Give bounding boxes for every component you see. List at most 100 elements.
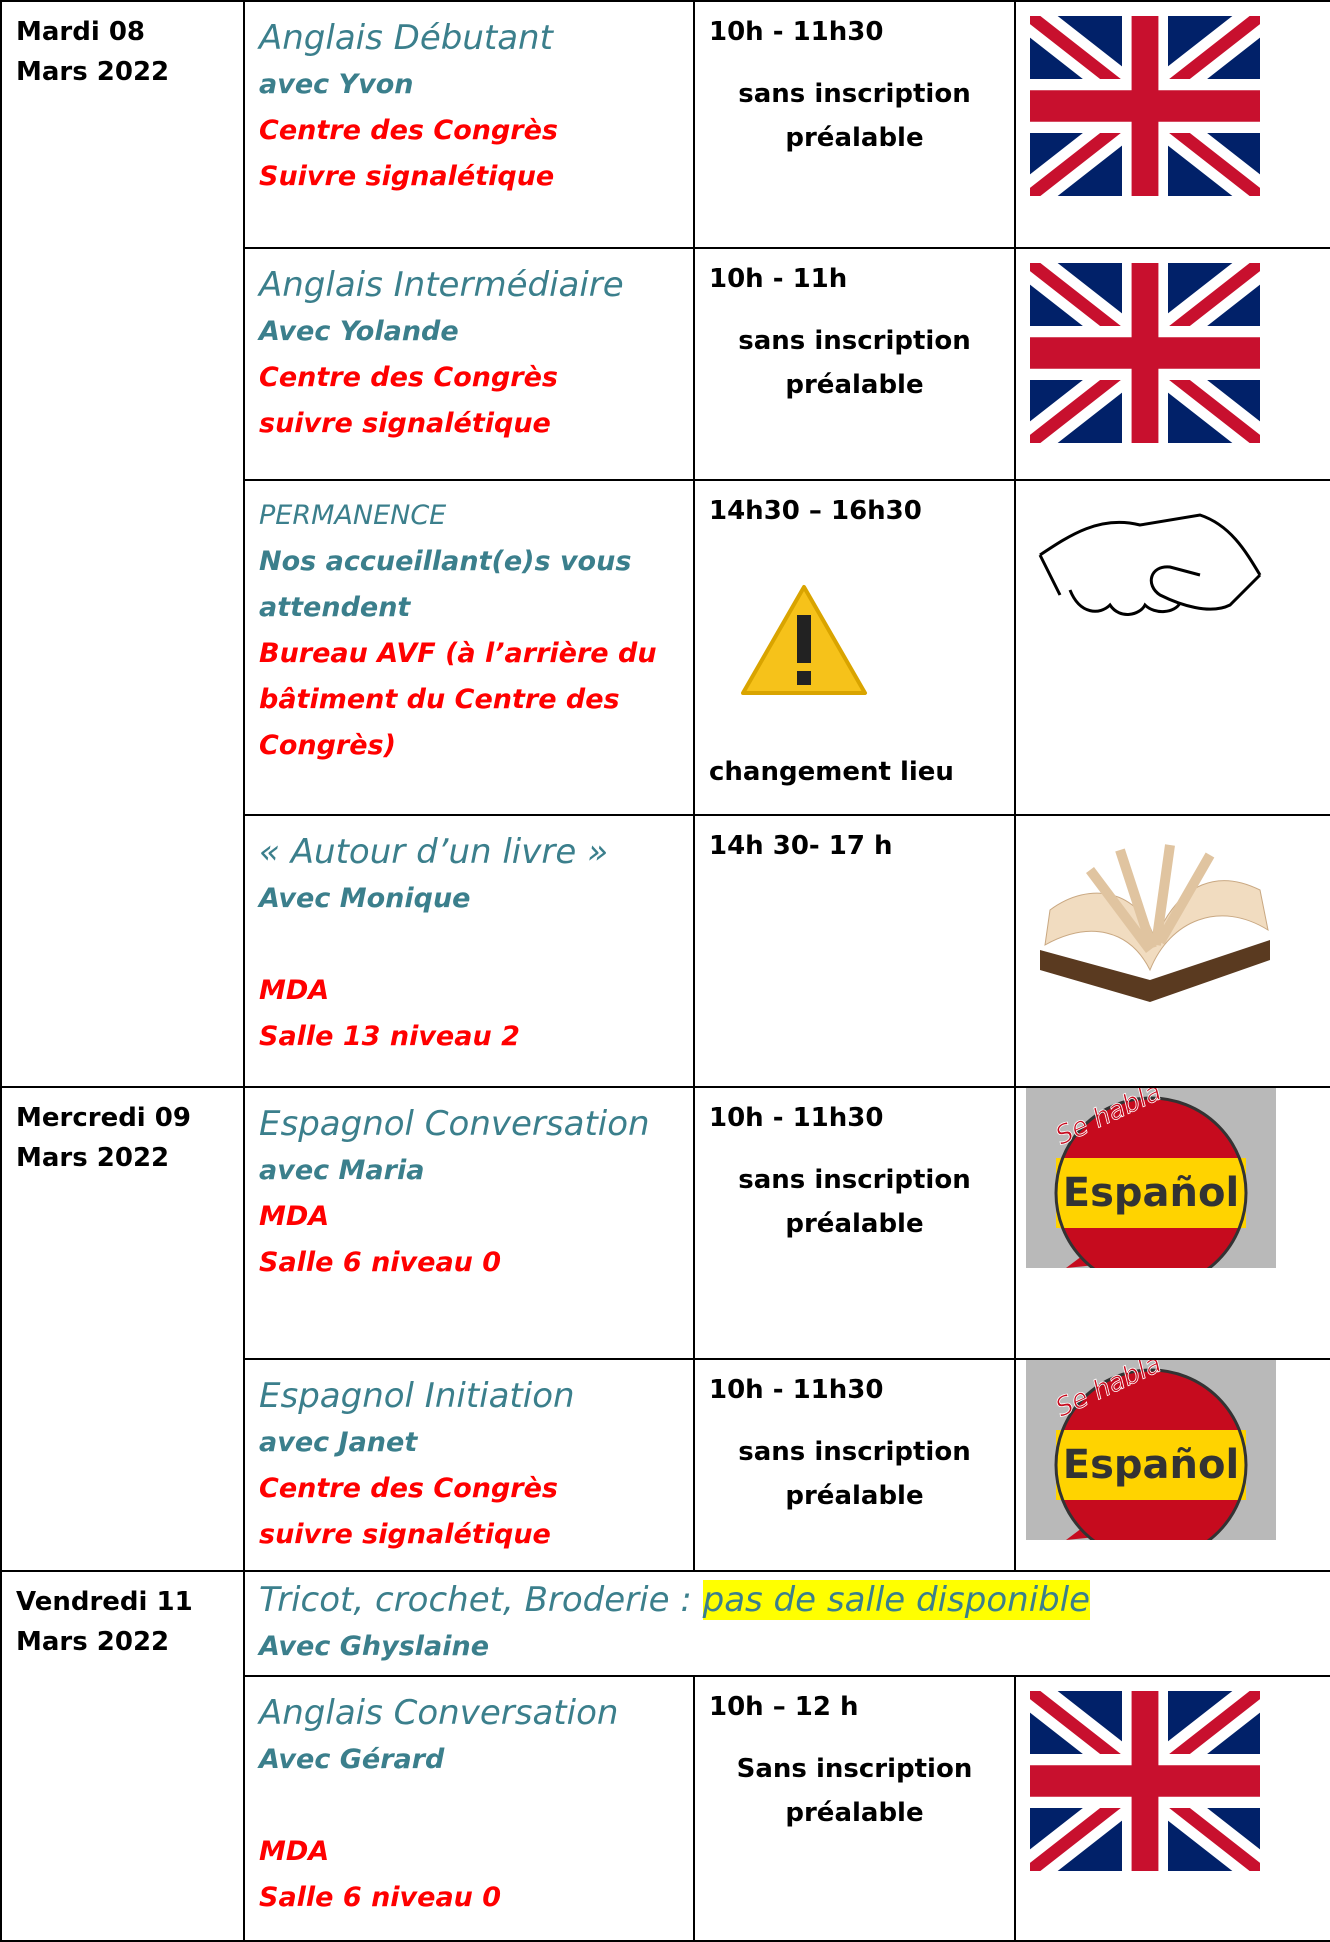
date-line: Mars 2022	[16, 1143, 170, 1173]
table-row: Mercredi 09 Mars 2022 Espagnol Conversatio…	[0, 1086, 1330, 1572]
time-text: 10h - 11h30	[709, 1375, 884, 1405]
time-cell: 14h30 – 16h30 changement lieu	[693, 479, 1016, 816]
note: sans inscription préalable	[709, 1158, 1000, 1246]
location-line: Suivre signalétique	[259, 161, 555, 192]
image-cell	[1014, 247, 1330, 481]
warning-text: changement lieu	[709, 757, 954, 787]
note-line: sans inscription	[738, 326, 971, 356]
activity-title: Espagnol Initiation	[259, 1376, 575, 1416]
spacer	[259, 1783, 679, 1829]
date-cell: Vendredi 11 Mars 2022	[0, 1570, 245, 1942]
activity-title: Anglais Conversation	[259, 1693, 619, 1733]
title-text: Tricot, crochet, Broderie :	[259, 1580, 692, 1620]
image-cell	[1014, 479, 1330, 816]
note-line: sans inscription	[738, 79, 971, 109]
location-line: Bureau AVF (à l’arrière du	[259, 638, 657, 669]
activity-cell: Anglais Conversation Avec Gérard MDA Salle …	[243, 1675, 695, 1942]
image-cell: Se habla Español	[1014, 1086, 1330, 1360]
host-line: avec Janet	[259, 1427, 418, 1458]
activity-cell: Tricot, crochet, Broderie : pas de salle…	[243, 1570, 1330, 1677]
activity-title: Espagnol Conversation	[259, 1104, 650, 1144]
note-line: préalable	[785, 1481, 924, 1511]
location-line: Centre des Congrès	[259, 1473, 559, 1504]
date-line: Mardi 08	[16, 17, 145, 47]
time-text: 10h - 11h30	[709, 17, 884, 47]
note-line: préalable	[785, 123, 924, 153]
date-line: Vendredi 11	[16, 1587, 193, 1617]
location-line: MDA	[259, 1836, 330, 1867]
image	[1021, 1678, 1269, 1886]
activity-title: « Autour d’un livre »	[259, 832, 609, 872]
location-line: Salle 6 niveau 0	[259, 1247, 502, 1278]
time-cell: 14h 30- 17 h	[693, 814, 1016, 1088]
warning-icon	[739, 581, 1000, 713]
date-cell: Mercredi 09 Mars 2022	[0, 1086, 245, 1572]
note: sans inscription préalable	[709, 319, 1000, 407]
host-line: Avec Yolande	[259, 316, 459, 347]
note: sans inscription préalable	[709, 1430, 1000, 1518]
table-row: Anglais Conversation Avec Gérard MDA Salle …	[1, 1675, 1330, 1942]
host-line: Avec Gérard	[259, 1744, 445, 1775]
activity-cell: PERMANENCE Nos accueillant(e)s vous attend…	[243, 479, 695, 816]
activity-cell: Anglais Débutant avec Yvon Centre des Cong…	[243, 0, 695, 249]
host-line: avec Maria	[259, 1155, 425, 1186]
note-line: préalable	[785, 1209, 924, 1239]
badge-main-text: Español	[1063, 1170, 1239, 1216]
date-line: Mars 2022	[16, 57, 170, 87]
note-line: sans inscription	[738, 1165, 971, 1195]
location-line: Centre des Congrès	[259, 115, 559, 146]
location-line: Congrès)	[259, 730, 396, 761]
host-line: Avec Monique	[259, 883, 471, 914]
note-line: Sans inscription	[736, 1754, 973, 1784]
activity-cell: Espagnol Initiation avec Janet Centre des …	[243, 1358, 695, 1572]
location-line: suivre signalétique	[259, 1519, 551, 1550]
image: Se habla Español	[1026, 1089, 1276, 1290]
host-line: Nos accueillant(e)s vous	[259, 546, 632, 577]
time-cell: 10h - 11h30 sans inscription préalable	[693, 0, 1016, 249]
time-cell: 10h - 11h30 sans inscription préalable	[693, 1086, 1016, 1360]
date-line: Mars 2022	[16, 1627, 170, 1657]
image-cell: Se habla Español	[1014, 1358, 1330, 1572]
activity-title: PERMANENCE	[259, 500, 447, 531]
time-text: 10h – 12 h	[709, 1692, 859, 1722]
activity-cell: Anglais Intermédiaire Avec Yolande Centre …	[243, 247, 695, 481]
note: sans inscription préalable	[709, 72, 1000, 160]
note-line: préalable	[785, 370, 924, 400]
activity-title: Anglais Intermédiaire	[259, 265, 624, 305]
image-cell	[1014, 814, 1330, 1088]
time-cell: 10h – 12 h Sans inscription préalable	[693, 1675, 1016, 1942]
image	[1021, 250, 1269, 458]
note-line: préalable	[785, 1798, 924, 1828]
location-line: suivre signalétique	[259, 408, 551, 439]
time-cell: 10h - 11h30 sans inscription préalable	[693, 1358, 1016, 1572]
host-line: attendent	[259, 592, 411, 623]
location-line: Salle 13 niveau 2	[259, 1021, 520, 1052]
table-row: Mardi 08 Mars 2022 Anglais Débutant avec Yv…	[0, 0, 1330, 1088]
image-cell	[1014, 0, 1330, 249]
spacer	[259, 922, 679, 968]
image	[1030, 830, 1280, 1014]
badge-main-text: Español	[1063, 1442, 1239, 1488]
table-row: Anglais Intermédiaire Avec Yolande Centre …	[1, 247, 1330, 481]
highlight-text: pas de salle disponible	[702, 1580, 1091, 1620]
location-line: MDA	[259, 1201, 330, 1232]
image	[1030, 495, 1270, 659]
location-line: Centre des Congrès	[259, 362, 559, 393]
activity-title: Anglais Débutant	[259, 18, 553, 58]
image: Se habla Español	[1026, 1361, 1276, 1562]
location-line: bâtiment du Centre des	[259, 684, 620, 715]
table-row: Espagnol Initiation avec Janet Centre des …	[1, 1358, 1330, 1572]
activity-cell: « Autour d’un livre » Avec Monique MDA Sall…	[243, 814, 695, 1088]
time-cell: 10h - 11h sans inscription préalable	[693, 247, 1016, 481]
image	[1021, 3, 1269, 211]
host-line: Avec Ghyslaine	[259, 1631, 490, 1662]
image-cell	[1014, 1675, 1330, 1942]
date-cell: Mardi 08 Mars 2022	[0, 0, 245, 1088]
note: Sans inscription préalable	[709, 1747, 1000, 1835]
host-line: avec Yvon	[259, 69, 414, 100]
activity-cell: Espagnol Conversation avec Maria MDA Salle …	[243, 1086, 695, 1360]
activity-title: Tricot, crochet, Broderie : pas de salle…	[259, 1576, 1318, 1624]
date-line: Mercredi 09	[16, 1103, 191, 1133]
time-text: 10h - 11h	[709, 264, 848, 294]
